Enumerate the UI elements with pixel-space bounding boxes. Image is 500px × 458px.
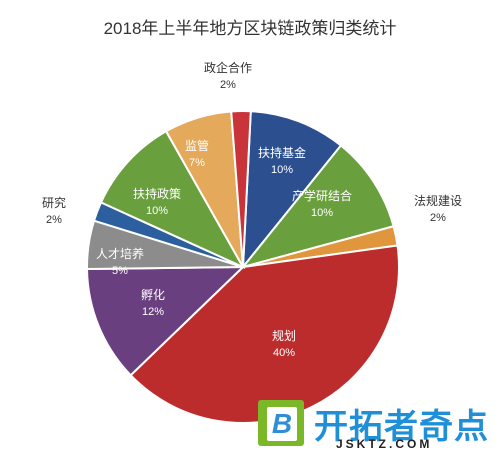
watermark-logo: B <box>258 400 304 446</box>
slice-label-6: 人才培养 <box>96 246 144 261</box>
slice-label-3: 法规建设 <box>414 193 462 208</box>
slice-value-8: 10% <box>146 205 168 217</box>
slice-value-1: 10% <box>271 164 293 176</box>
pie-slice-2 <box>240 144 395 269</box>
slice-label-10: 政企合作 <box>204 60 252 75</box>
slice-value-3: 2% <box>430 212 446 224</box>
slice-label-8: 扶持政策 <box>133 186 181 201</box>
slice-label-4: 规划 <box>272 328 296 343</box>
slice-label-5: 孵化 <box>141 288 165 302</box>
slice-value-10: 2% <box>220 79 236 91</box>
slice-value-7: 2% <box>46 214 62 226</box>
slice-value-9: 7% <box>189 157 205 169</box>
watermark-logo-letter: B <box>267 407 297 441</box>
slice-label-7: 研究 <box>42 195 66 210</box>
watermark-url: JSKTZ.COM <box>336 437 433 451</box>
slice-label-2: 产学研结合 <box>292 188 352 203</box>
pie-slice-10 <box>230 110 252 268</box>
slice-value-6: 5% <box>112 265 128 277</box>
pie-slice-5 <box>85 265 246 377</box>
slice-label-9: 监管 <box>185 138 209 153</box>
slice-value-2: 10% <box>311 207 333 219</box>
pie-slice-1 <box>241 110 343 271</box>
slice-value-4: 40% <box>273 347 295 359</box>
pie-slice-8 <box>99 129 246 270</box>
slice-value-5: 12% <box>142 306 164 318</box>
chart-title: 2018年上半年地方区块链政策归类统计 <box>103 19 397 38</box>
pie-slice-4 <box>129 244 401 424</box>
slice-label-1: 扶持基金 <box>258 145 306 160</box>
watermark-brand: 开拓者奇点 <box>314 408 489 446</box>
